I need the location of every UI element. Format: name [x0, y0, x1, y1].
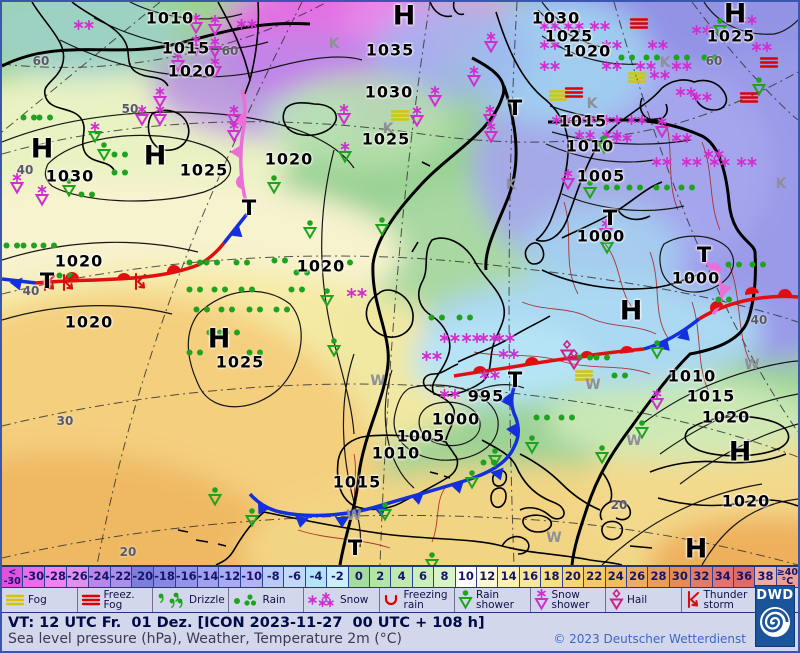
legend-item: Fog: [2, 588, 78, 612]
hail-icon: [609, 589, 624, 611]
legend-item: Thunder storm: [682, 588, 757, 612]
scale-cell: 8: [434, 567, 456, 587]
scale-cell: -2: [327, 567, 349, 587]
legend-item-label: Hail: [627, 593, 648, 606]
legend-item-label: Rain shower: [476, 588, 514, 611]
legend-item-label: Snow: [340, 593, 369, 606]
temperature-shading: [2, 2, 798, 565]
scale-cell: -12: [219, 567, 242, 587]
scale-cell: 30: [669, 567, 692, 587]
scale-cell: 32: [691, 567, 713, 587]
legend-item-label: Freez. Fog: [103, 588, 135, 611]
scale-cell: < -30: [2, 567, 24, 587]
scale-cell: 4: [391, 567, 413, 587]
coastlines: [31, 2, 798, 565]
scale-cell: 24: [605, 567, 627, 587]
scale-cell: -4: [305, 567, 328, 587]
legend-item-label: Thunder storm: [703, 588, 748, 611]
legend-item: Freez. Fog: [78, 588, 153, 612]
thunderstorm-icon: [685, 591, 701, 609]
scale-cell: 16: [519, 567, 542, 587]
footer: VT: 12 UTC Fr. 01 Dez. [ICON 2023-11-27 …: [2, 613, 798, 651]
legend-item-label: Rain: [262, 593, 286, 606]
scale-cell: 28: [648, 567, 670, 587]
scale-cell: -8: [263, 567, 285, 587]
legend-item-label: Snow shower: [551, 588, 590, 611]
freezing-fog-icon: [81, 593, 101, 607]
scale-cell: 26: [626, 567, 649, 587]
legend-item-label: Freezing rain: [403, 588, 448, 611]
scale-cell: -26: [66, 567, 89, 587]
rain-shower-icon: [458, 589, 473, 611]
dwd-spiral-icon: [760, 607, 790, 637]
scale-cell: ≥40 °C: [776, 566, 798, 587]
legend-item: Rain shower: [455, 588, 531, 612]
chart-description-line: Sea level pressure (hPa), Weather, Tempe…: [8, 631, 402, 647]
scale-cell: -24: [88, 567, 111, 587]
fog-icon: [5, 593, 25, 607]
map-graphics: [2, 2, 798, 565]
scale-cell: 0: [348, 567, 371, 587]
legend-item: Freezing rain: [380, 588, 455, 612]
scale-cell: 2: [370, 567, 392, 587]
scale-cell: -18: [154, 567, 176, 587]
valid-time-line: VT: 12 UTC Fr. 01 Dez. [ICON 2023-11-27 …: [8, 615, 485, 631]
scale-cell: 6: [412, 567, 435, 587]
legend-item-label: Fog: [28, 593, 47, 606]
drizzle-icon: [156, 592, 186, 608]
snow-icon: [307, 592, 337, 608]
legend-item: Hail: [606, 588, 682, 612]
scale-cell: 20: [562, 567, 585, 587]
scale-cell: 12: [477, 567, 499, 587]
dwd-logo: DWD: [755, 585, 795, 647]
copyright-text: © 2023 Deutscher Wetterdienst: [553, 632, 746, 646]
scale-cell: -6: [284, 567, 306, 587]
scale-cell: 36: [733, 567, 756, 587]
scale-cell: -16: [175, 567, 198, 587]
freezing-rain-icon: [383, 593, 401, 608]
legend-item: Drizzle: [153, 588, 229, 612]
scale-cell: -20: [132, 567, 155, 587]
scale-cell: -10: [241, 567, 263, 587]
scale-cell: 34: [712, 567, 734, 587]
symbol-legend: Fog Freez. Fog Drizzle Rain Snow Freezing rai…: [2, 588, 798, 613]
scale-cell: -30: [23, 567, 46, 587]
legend-item: Snow: [304, 588, 380, 612]
scale-cell: -14: [197, 567, 220, 587]
scale-cell: -28: [45, 567, 67, 587]
scale-cell: 22: [584, 567, 606, 587]
temperature-scale: < -30 -30 -28 -26 -24 -22 -20 -18 -16 -14 -12 -10 -8-…: [2, 565, 798, 588]
scale-cell: -22: [110, 567, 133, 587]
weather-map: 1010 1015 1020 1030 1025 1035 1030 1025 1020 1020…: [2, 2, 798, 565]
legend-item: Snow shower: [531, 588, 606, 612]
rain-icon: [232, 593, 260, 608]
scale-cell: 18: [541, 567, 563, 587]
scale-cell: 10: [455, 567, 478, 587]
snow-shower-icon: [533, 589, 549, 611]
scale-cell: 14: [498, 567, 520, 587]
dwd-logo-text: DWD: [756, 588, 794, 603]
scale-cell: 38: [755, 567, 777, 587]
legend-item: Rain: [229, 588, 304, 612]
legend-item-label: Drizzle: [189, 593, 225, 606]
